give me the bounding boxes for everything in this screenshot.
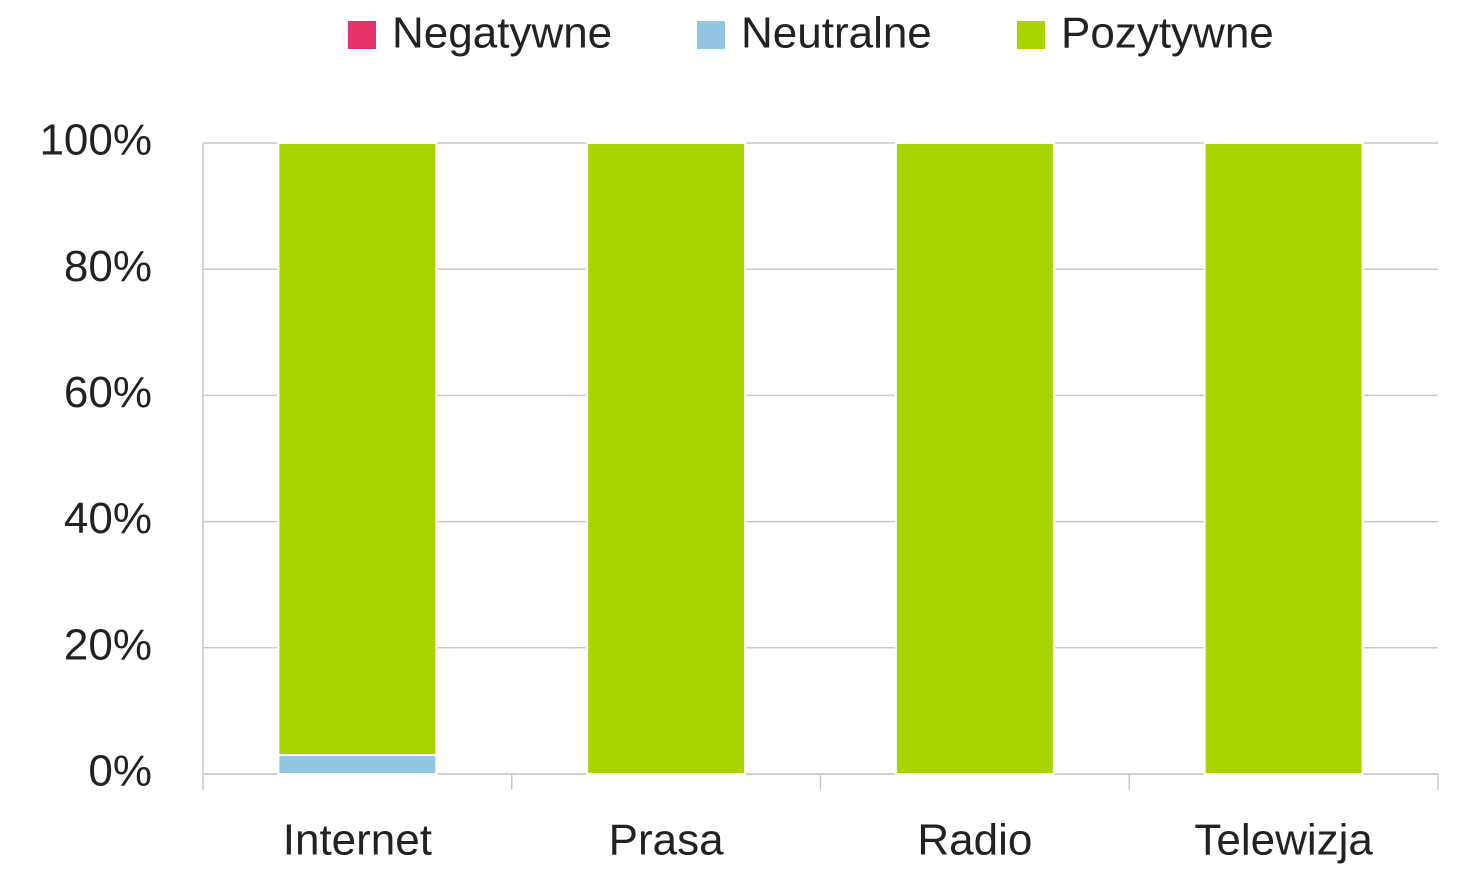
y-tick-label: 20% (64, 620, 152, 669)
bar-segment (894, 142, 1055, 775)
legend-swatch (697, 21, 725, 49)
bar-segment (586, 142, 747, 775)
x-tick-label: Radio (917, 816, 1032, 865)
y-tick-label: 40% (64, 494, 152, 543)
bar-segment (277, 754, 438, 776)
legend-swatch (1017, 21, 1045, 49)
bar-segment (277, 142, 438, 757)
legend-swatch (348, 21, 376, 49)
legend-label: Neutralne (741, 9, 932, 58)
legend-label: Pozytywne (1061, 9, 1274, 58)
x-tick-label: Internet (283, 816, 432, 865)
y-tick-label: 100% (39, 116, 152, 165)
x-tick-label: Prasa (609, 816, 724, 865)
legend-label: Negatywne (392, 9, 612, 58)
bar-segment (1203, 142, 1364, 775)
x-tick-label: Telewizja (1194, 816, 1373, 865)
y-tick-label: 60% (64, 368, 152, 417)
y-tick-label: 0% (88, 747, 152, 796)
y-tick-label: 80% (64, 242, 152, 291)
